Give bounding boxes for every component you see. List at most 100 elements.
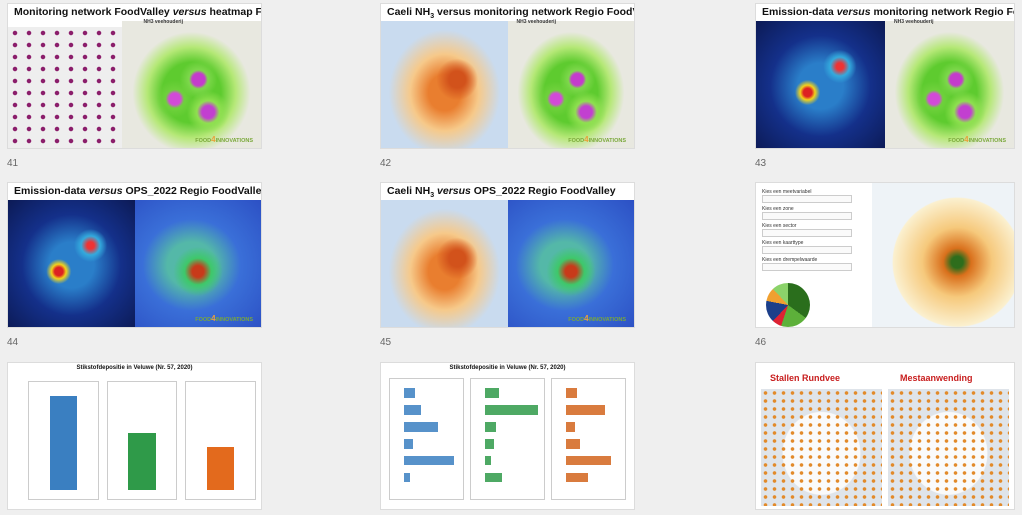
slide-thumbnail[interactable]: Emission-data versus OPS_2022 Regio Food…: [7, 182, 262, 328]
slide-label: NH3 veehouderij: [894, 19, 934, 25]
bar: [485, 388, 500, 398]
bar: [128, 433, 156, 490]
slide-footer-logo: FOOD4INNOVATIONS: [195, 135, 253, 144]
dropdown: [762, 212, 852, 220]
slide-number: 41: [7, 158, 19, 169]
dropdown: [762, 229, 852, 237]
logo-text: INNOVATIONS: [588, 138, 626, 144]
logo-text: FOOD: [195, 138, 212, 144]
slide-image: [885, 21, 1014, 148]
slide-image: [381, 21, 508, 148]
slide-thumbnail[interactable]: Monitoring network FoodValley versus hea…: [7, 3, 262, 149]
slide-number: 44: [7, 337, 19, 348]
logo-text: INNOVATIONS: [215, 317, 253, 323]
title-text: Stikstofdepositie in Veluwe (Nr. 57, 202…: [76, 365, 193, 371]
title-text: OPS_2022 Regio FoodValley: [470, 185, 616, 197]
logo-text: FOOD: [948, 138, 965, 144]
slide-thumbnail[interactable]: Kies een meetvariabel Kies een zone Kies e…: [755, 182, 1015, 328]
slide-thumbnail[interactable]: Caeli NH3 versus OPS_2022 Regio FoodVall…: [380, 182, 635, 328]
slide-image: [507, 200, 634, 327]
dropdown: [762, 195, 852, 203]
dropdown: [762, 263, 852, 271]
slide-thumbnail[interactable]: Stallen Rundvee Mestaanwending: [755, 362, 1015, 510]
slide-label: NH3 veehouderij: [516, 19, 556, 25]
slide-thumbnail[interactable]: Stikstofdepositie in Veluwe (Nr. 57, 202…: [7, 362, 262, 510]
slide-number: 45: [380, 337, 392, 348]
bar: [404, 472, 410, 483]
slide-label: Kies een kaarttype: [762, 240, 804, 246]
slide-image: [8, 27, 122, 148]
slide-number: 43: [755, 158, 767, 169]
slide-image: [8, 200, 135, 327]
slide-image: [761, 389, 883, 507]
slide-thumbnail[interactable]: Stikstofdepositie in Veluwe (Nr. 57, 202…: [380, 362, 635, 510]
slide-title: Stikstofdepositie in Veluwe (Nr. 57, 202…: [8, 365, 261, 371]
slide-label: NH3 veehouderij: [143, 19, 183, 25]
logo-text: INNOVATIONS: [968, 138, 1006, 144]
title-text: Stallen Rundvee: [770, 373, 841, 383]
title-text: versus: [88, 185, 123, 197]
bar: [485, 438, 494, 449]
title-text: Mestaanwending: [900, 373, 973, 383]
chart-panel: [550, 377, 627, 501]
slide-title: Emission-data versus monitoring network …: [762, 6, 1014, 18]
title-text: Caeli NH: [387, 185, 431, 197]
slide-title: Monitoring network FoodValley versus hea…: [14, 6, 262, 18]
title-text: monitoring network Regio FoodValley: [873, 6, 1014, 18]
bar: [485, 405, 538, 415]
title-text: Stikstofdepositie in Veluwe (Nr. 57, 202…: [449, 365, 566, 371]
title-text: 3: [430, 13, 435, 21]
bar: [566, 405, 606, 415]
bar: [566, 455, 611, 466]
title-text: OPS_2022 Regio FoodValley: [122, 185, 262, 197]
logo-text: 4: [211, 314, 216, 323]
slide-footer-logo: FOOD4INNOVATIONS: [948, 135, 1006, 144]
slide-image: [507, 21, 634, 148]
title-text: Monitoring network FoodValley: [14, 6, 173, 18]
bar: [404, 388, 416, 398]
slide-footer-logo: FOOD4INNOVATIONS: [568, 135, 626, 144]
chart-panel: [106, 380, 178, 501]
slide-label: Kies een meetvariabel: [762, 189, 812, 195]
slide-title: Stikstofdepositie in Veluwe (Nr. 57, 202…: [381, 365, 634, 371]
bar: [206, 447, 235, 490]
slide-footer-logo: FOOD4INNOVATIONS: [568, 314, 626, 323]
logo-text: 4: [584, 314, 589, 323]
bar: [49, 395, 78, 490]
slide-title: Caeli NH3 versus monitoring network Regi…: [387, 6, 634, 21]
slide-image: [134, 200, 261, 327]
bar: [566, 438, 581, 449]
bar: [404, 455, 455, 466]
slide-image: [756, 21, 885, 148]
logo-text: FOOD: [195, 317, 212, 323]
bar: [404, 422, 438, 432]
title-text: Emission-data: [762, 6, 837, 18]
bar: [485, 472, 502, 483]
bar: [485, 455, 491, 466]
dropdown: [762, 246, 852, 254]
slide-thumbnail[interactable]: Emission-data versus monitoring network …: [755, 3, 1015, 149]
title-text: heatmap FoodValley: [209, 6, 262, 18]
chart-panel: [469, 377, 546, 501]
slide-number: 46: [755, 337, 767, 348]
title-text: versus: [836, 6, 871, 18]
slide-title: Emission-data versus OPS_2022 Regio Food…: [14, 185, 262, 197]
chart-panel: [388, 377, 465, 501]
title-text: 3: [430, 192, 435, 200]
title-text: Caeli NH: [387, 6, 431, 18]
slide-title: Caeli NH3 versus OPS_2022 Regio FoodVall…: [387, 185, 616, 199]
slide-footer-logo: FOOD4INNOVATIONS: [195, 314, 253, 323]
logo-text: 4: [584, 135, 589, 144]
slide-image: [887, 389, 1009, 507]
logo-text: INNOVATIONS: [588, 317, 626, 323]
logo-text: FOOD: [568, 317, 585, 323]
slide-thumbnail[interactable]: Caeli NH3 versus monitoring network Regi…: [380, 3, 635, 149]
chart-panel: [28, 380, 100, 501]
bar: [404, 405, 421, 415]
bar: [566, 388, 578, 398]
bar: [404, 438, 413, 449]
logo-text: 4: [964, 135, 969, 144]
slide-image: [381, 200, 508, 327]
slide-label: Kies een sector: [762, 223, 797, 229]
